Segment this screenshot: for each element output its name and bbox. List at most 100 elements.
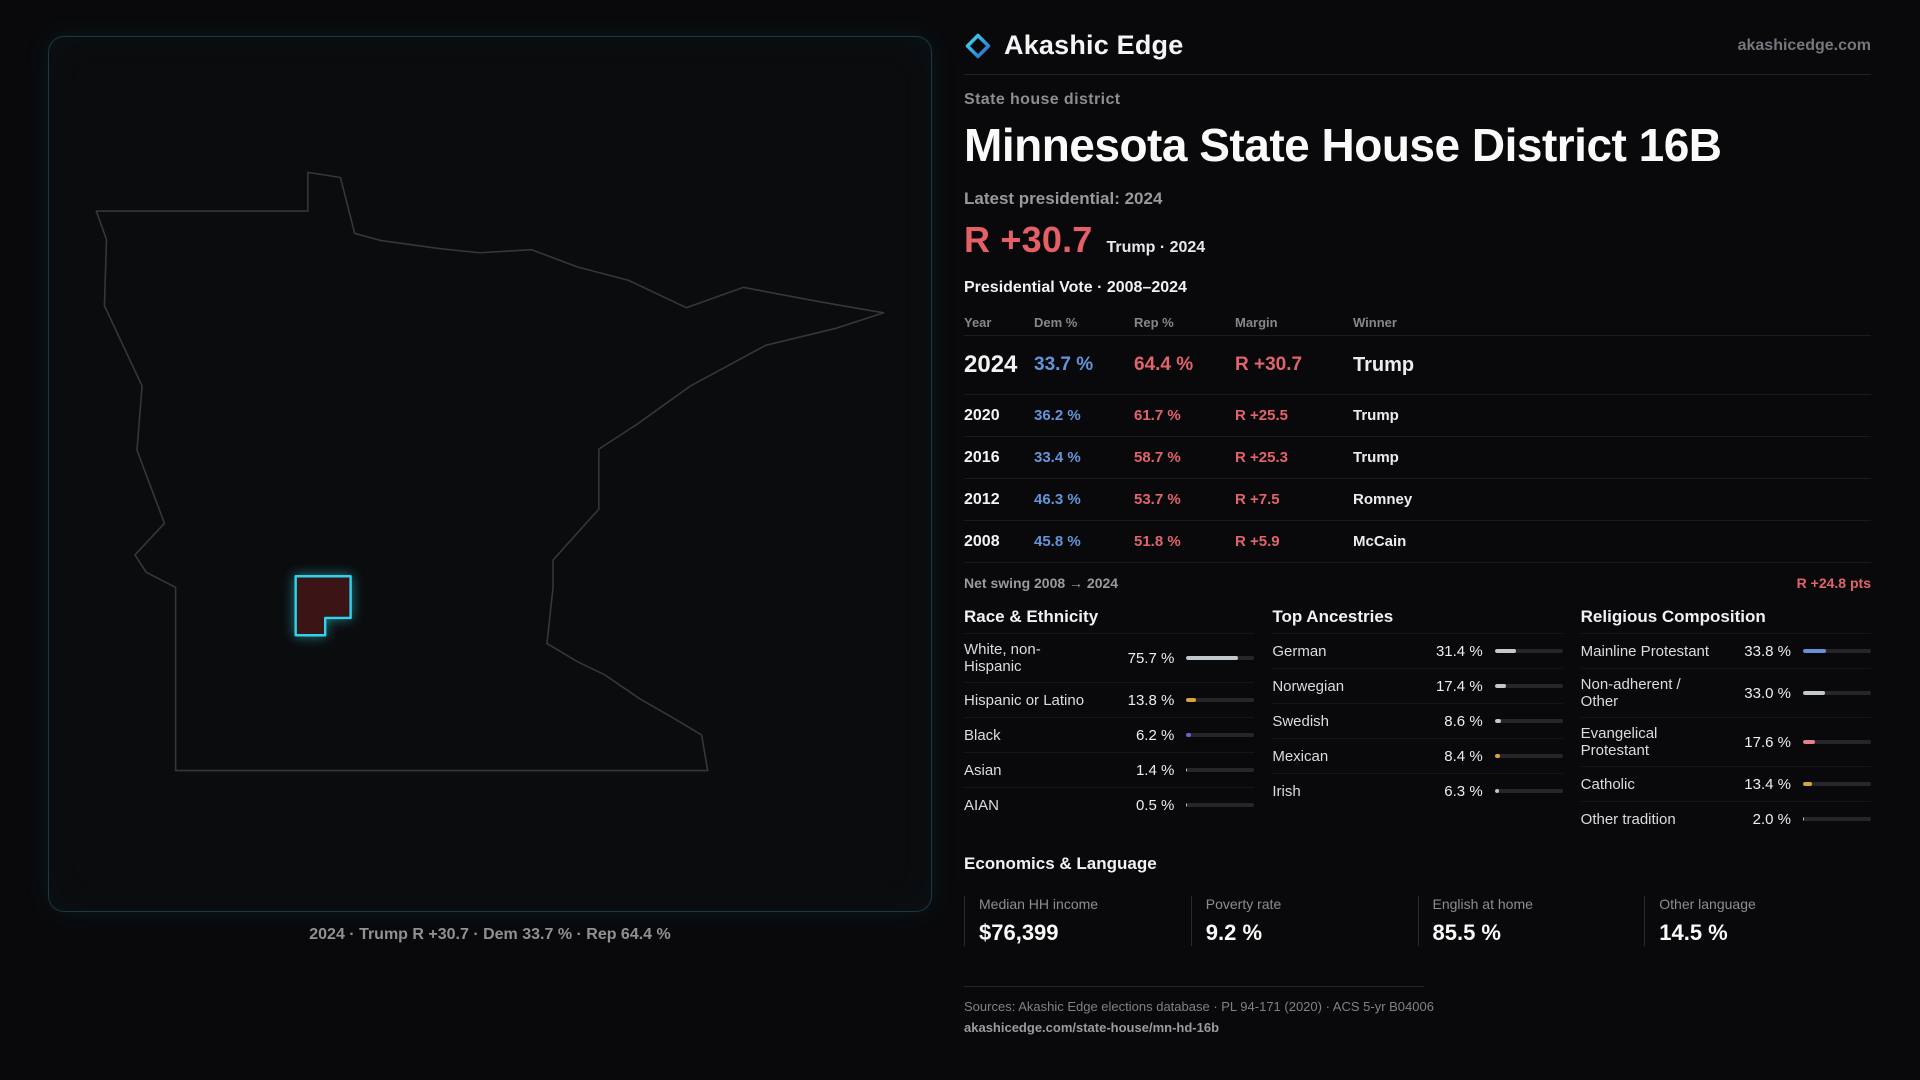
demo-bar-track xyxy=(1494,754,1563,758)
demo-label: Irish xyxy=(1272,782,1301,800)
minnesota-map xyxy=(79,93,903,853)
year-cell: 2012 xyxy=(964,490,1000,508)
demo-value: 6.3 % xyxy=(1444,782,1483,800)
demo-bar-track xyxy=(1186,803,1255,807)
demo-label: Mexican xyxy=(1272,747,1329,765)
demo-bar-fill xyxy=(1494,684,1507,688)
rep-cell: 61.7 % xyxy=(1134,407,1181,424)
dem-cell: 46.3 % xyxy=(1034,491,1081,508)
stat-label: Median HH income xyxy=(979,896,1099,912)
demo-value: 8.4 % xyxy=(1444,747,1483,765)
rep-cell: 51.8 % xyxy=(1134,533,1181,550)
demo-label: AIAN xyxy=(964,796,1000,814)
demo-bar-fill xyxy=(1186,768,1188,772)
demo-row: Asian 1.4 % xyxy=(964,752,1255,787)
margin-cell: R +30.7 xyxy=(1235,354,1303,375)
latest-presidential-label: Latest presidential: 2024 xyxy=(964,189,1163,208)
race-ethnicity-section: Race & Ethnicity White, non-Hispanic 75.… xyxy=(964,607,1255,836)
demo-label: Norwegian xyxy=(1272,677,1345,695)
minnesota-outline xyxy=(96,172,883,770)
demo-row: Mainline Protestant 33.8 % xyxy=(1580,633,1871,668)
demo-label: Evangelical Protestant xyxy=(1580,725,1658,759)
stat-value: 9.2 % xyxy=(1205,920,1263,945)
demo-value: 0.5 % xyxy=(1135,796,1175,814)
demo-bar-track xyxy=(1494,684,1563,688)
demo-row: White, non-Hispanic 75.7 % xyxy=(964,633,1255,682)
presidential-vote-table: Year Dem % Rep % Margin Winner 2024 33.7… xyxy=(964,309,1871,563)
year-cell: 2024 xyxy=(964,351,1018,378)
district-type-kicker: State house district xyxy=(964,91,1121,108)
col-rep: Rep % xyxy=(1134,314,1174,330)
dem-cell: 33.4 % xyxy=(1034,449,1081,466)
demo-row: Norwegian 17.4 % xyxy=(1272,668,1563,703)
brand-diamond-icon xyxy=(964,32,992,60)
demo-row: Mexican 8.4 % xyxy=(1272,738,1563,773)
map-caption: 2024 · Trump R +30.7 · Dem 33.7 % · Rep … xyxy=(309,926,671,943)
economics-language-section: Economics & Language Median HH income $7… xyxy=(964,854,1871,946)
demo-bar-fill xyxy=(1186,698,1196,702)
demo-bar-track xyxy=(1494,649,1563,653)
demo-value: 33.0 % xyxy=(1744,684,1791,702)
demo-bar-track xyxy=(1494,789,1563,793)
demo-bar-track xyxy=(1186,733,1255,737)
demo-label: Asian xyxy=(964,761,1002,779)
district-16b-shape xyxy=(296,576,351,635)
demo-bar-fill xyxy=(1186,803,1187,807)
dem-cell: 45.8 % xyxy=(1034,533,1081,550)
demo-label: Catholic xyxy=(1580,775,1635,793)
demo-value: 75.7 % xyxy=(1127,649,1175,667)
demo-row: Irish 6.3 % xyxy=(1272,773,1563,808)
net-swing-row: Net swing 2008 → 2024 R +24.8 pts xyxy=(964,563,1871,601)
demo-label: Non-adherent / Other xyxy=(1580,676,1681,710)
demo-bar-track xyxy=(1803,817,1871,821)
demo-row: Non-adherent / Other 33.0 % xyxy=(1580,668,1871,717)
page-title: Minnesota State House District 16B xyxy=(964,119,1722,171)
map-panel xyxy=(48,36,932,912)
stat-label: Poverty rate xyxy=(1205,896,1282,912)
net-swing-label: Net swing 2008 → 2024 xyxy=(964,575,1119,591)
demo-bar-track xyxy=(1494,719,1563,723)
brand-header: Akashic Edge akashicedge.com xyxy=(964,30,1871,75)
section-title-religion: Religious Composition xyxy=(1580,607,1766,626)
stat-median-hh-income: Median HH income $76,399 xyxy=(964,896,1191,946)
col-dem: Dem % xyxy=(1034,314,1078,330)
economics-stats-row: Median HH income $76,399 Poverty rate 9.… xyxy=(964,896,1871,946)
headline-margin-row: R +30.7 Trump · 2024 xyxy=(964,219,1871,263)
demo-value: 17.4 % xyxy=(1435,677,1483,695)
demo-value: 1.4 % xyxy=(1135,761,1175,779)
demo-bar-fill xyxy=(1494,649,1516,653)
demo-value: 8.6 % xyxy=(1444,712,1483,730)
permalink[interactable]: akashicedge.com/state-house/mn-hd-16b xyxy=(964,1020,1220,1035)
table-row-2024: 2024 33.7 % 64.4 % R +30.7 Trump xyxy=(964,336,1871,395)
demo-bar-fill xyxy=(1494,719,1501,723)
winner-cell: Trump xyxy=(1353,407,1399,424)
dem-cell: 33.7 % xyxy=(1034,354,1094,375)
stat-value: $76,399 xyxy=(979,920,1059,945)
headline-margin-context: Trump · 2024 xyxy=(1106,239,1206,256)
demo-row: Other tradition 2.0 % xyxy=(1580,801,1871,836)
demo-bar-fill xyxy=(1803,817,1805,821)
brand-domain-link[interactable]: akashicedge.com xyxy=(1737,36,1871,54)
table-header-row: Year Dem % Rep % Margin Winner xyxy=(964,309,1871,336)
rep-cell: 58.7 % xyxy=(1134,449,1181,466)
headline-margin-value: R +30.7 xyxy=(964,219,1093,260)
demographics-grid: Race & Ethnicity White, non-Hispanic 75.… xyxy=(964,607,1871,836)
brand-name: Akashic Edge xyxy=(1004,30,1184,60)
col-margin: Margin xyxy=(1235,314,1278,330)
demo-bar-track xyxy=(1186,698,1255,702)
demo-bar-track xyxy=(1186,656,1255,660)
table-row-2008: 2008 45.8 % 51.8 % R +5.9 McCain xyxy=(964,521,1871,563)
stat-poverty-rate: Poverty rate 9.2 % xyxy=(1190,896,1418,946)
demo-value: 2.0 % xyxy=(1752,810,1791,828)
report-panel: Akashic Edge akashicedge.com State house… xyxy=(964,30,1871,1035)
col-year: Year xyxy=(964,314,992,330)
stat-english-at-home: English at home 85.5 % xyxy=(1417,896,1645,946)
demo-value: 33.8 % xyxy=(1744,642,1791,660)
demo-bar-fill xyxy=(1186,733,1191,737)
winner-cell: McCain xyxy=(1353,533,1407,550)
demo-value: 13.8 % xyxy=(1127,691,1175,709)
demo-bar-track xyxy=(1803,691,1871,695)
margin-cell: R +25.3 xyxy=(1235,449,1288,466)
stat-label: Other language xyxy=(1659,896,1756,912)
